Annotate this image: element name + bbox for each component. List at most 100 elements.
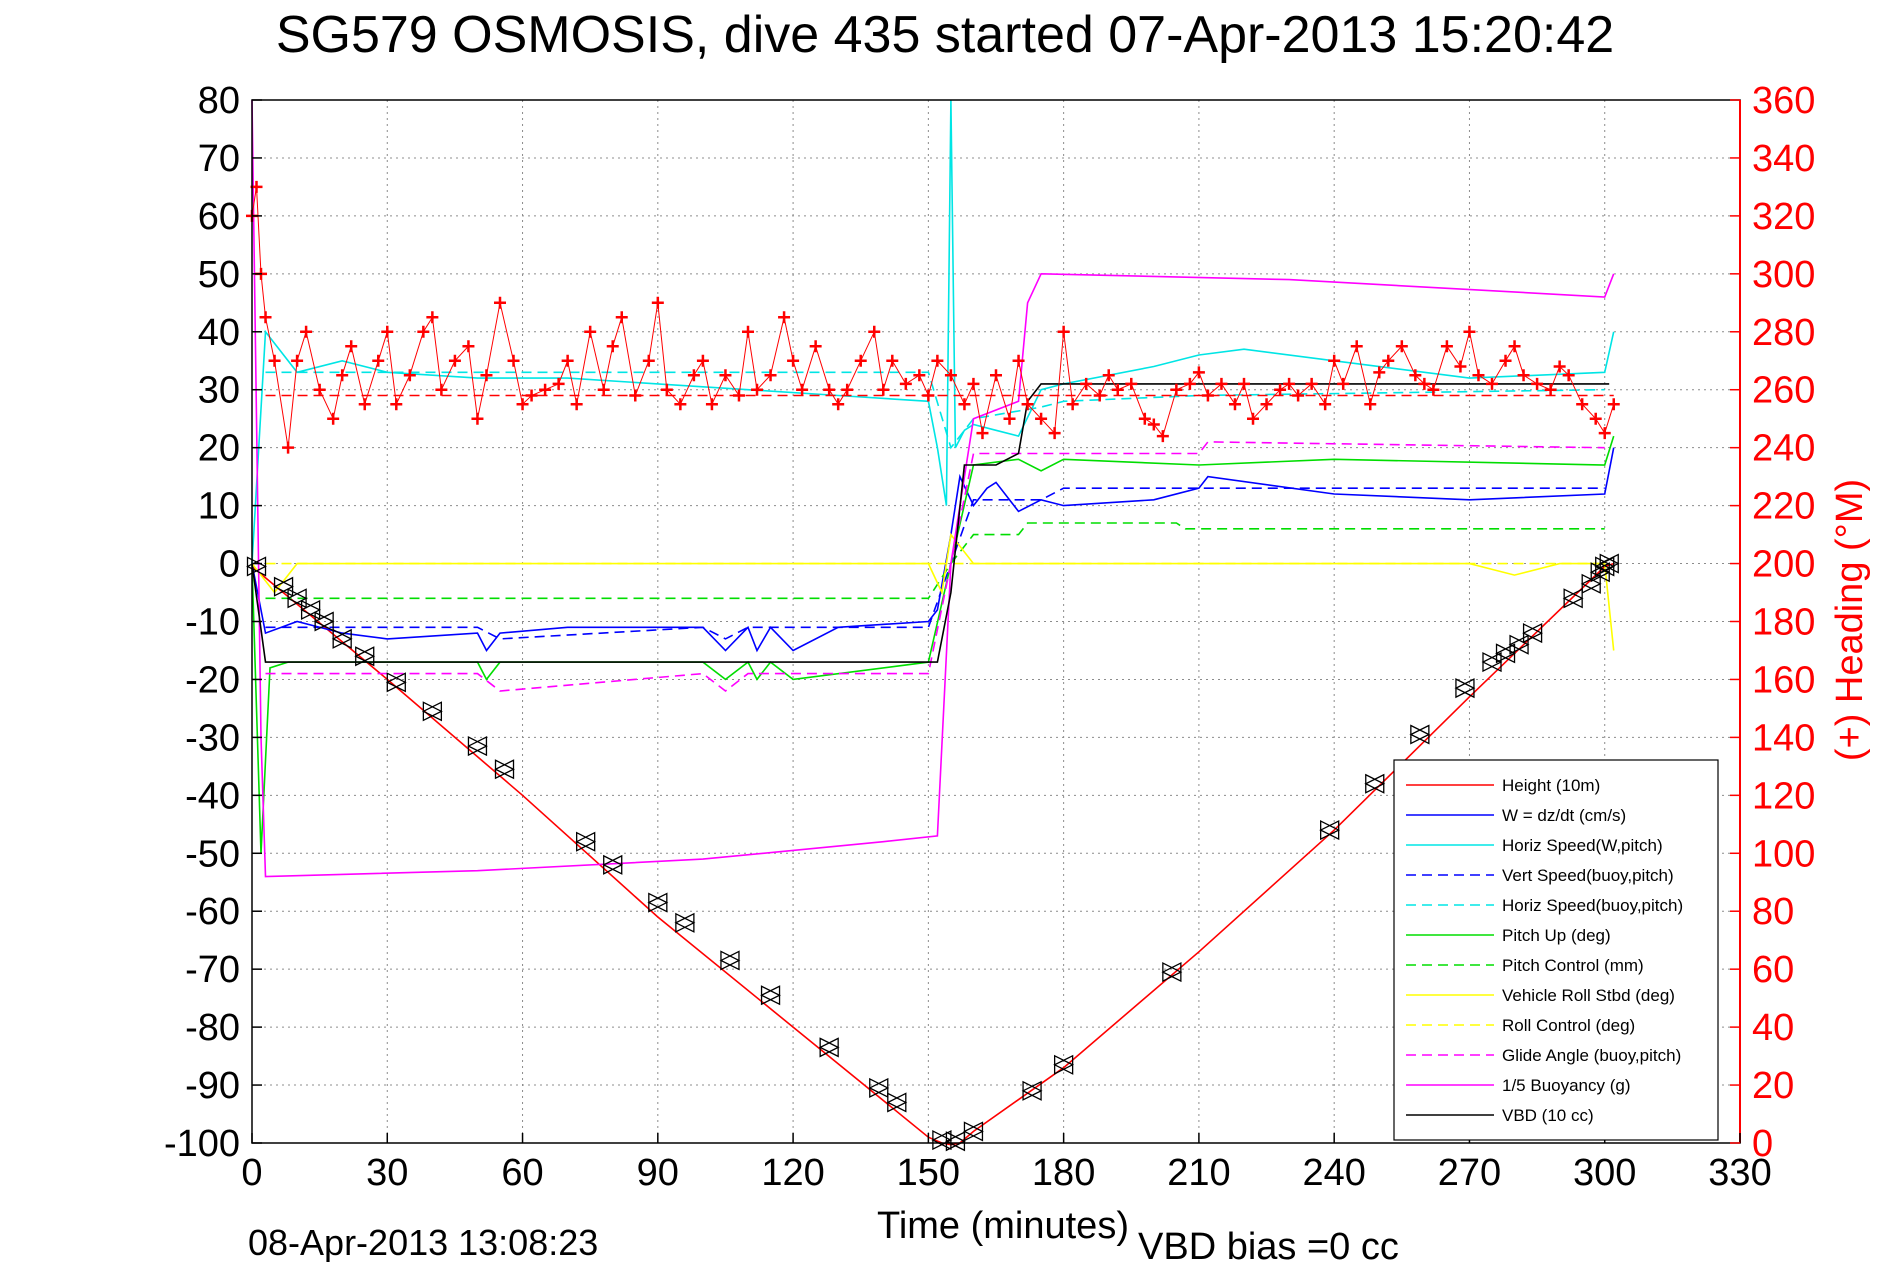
height-marker — [300, 599, 322, 620]
heading-point — [516, 398, 529, 411]
legend-label: Pitch Up (deg) — [1502, 926, 1611, 945]
heading-point — [732, 389, 745, 402]
legend-label: Roll Control (deg) — [1502, 1016, 1635, 1035]
y-tick-label: -10 — [185, 602, 240, 644]
y2-tick-label: 60 — [1752, 949, 1794, 991]
series-line-3 — [251, 99, 1615, 564]
legend: Height (10m) W = dz/dt (cm/s) Horiz Speed(… — [1393, 759, 1719, 1141]
y2-tick-label: 300 — [1752, 254, 1815, 296]
heading-point — [751, 383, 764, 396]
height-marker — [1161, 962, 1183, 983]
heading-point — [1057, 325, 1070, 338]
heading-point — [539, 383, 552, 396]
y2-tick-label: 180 — [1752, 602, 1815, 644]
y2-tick-label: 140 — [1752, 717, 1815, 759]
heading-point — [480, 369, 493, 382]
y2-tick-label: 220 — [1752, 486, 1815, 528]
heading-point — [832, 398, 845, 411]
heading-point — [1418, 377, 1431, 390]
heading-point — [629, 389, 642, 402]
heading-point — [913, 369, 926, 382]
x-tick-label: 330 — [1708, 1152, 1771, 1194]
height-marker — [246, 556, 267, 577]
heading-point — [1156, 430, 1169, 443]
legend-label: Glide Angle (buoy,pitch) — [1502, 1046, 1681, 1065]
heading-point — [696, 354, 709, 367]
y2-axis-ticks: 3603403203002802602402202001801601401201… — [1730, 80, 1815, 1165]
heading-point — [1093, 389, 1106, 402]
y-tick-label: -30 — [185, 717, 240, 759]
heading-point — [1409, 369, 1422, 382]
y2-tick-label: 360 — [1752, 80, 1815, 122]
heading-point — [1576, 398, 1589, 411]
heading-point — [1048, 427, 1061, 440]
height-marker — [286, 588, 308, 609]
heading-point — [778, 311, 791, 324]
height-marker — [719, 950, 741, 971]
heading-point — [552, 377, 565, 390]
height-marker — [575, 831, 597, 852]
heading-point — [944, 369, 957, 382]
legend-label: Vert Speed(buoy,pitch) — [1502, 866, 1674, 885]
height-marker — [494, 759, 515, 780]
heading-point — [1499, 354, 1512, 367]
x-tick-label: 240 — [1302, 1152, 1365, 1194]
height-marker — [647, 892, 669, 913]
heading-point — [642, 354, 655, 367]
y-tick-label: 50 — [198, 254, 240, 296]
x-tick-label: 270 — [1438, 1152, 1501, 1194]
heading-line — [251, 186, 1615, 448]
heading-point — [1201, 389, 1214, 402]
heading-point — [1238, 377, 1250, 390]
x-axis-ticks: 0 30 60 90 120 150 180 210 240 270 300 330 — [241, 1133, 1772, 1194]
y-tick-label: 30 — [198, 370, 240, 412]
heading-point — [1247, 412, 1260, 425]
y2-tick-label: 120 — [1752, 775, 1815, 817]
y-axis-ticks: 80 70 60 50 40 30 20 10 0 -10 -20 -30 -40 -50 -60 -70 -8… — [164, 80, 262, 1165]
y-tick-label: 80 — [198, 80, 240, 122]
y2-tick-label: 260 — [1752, 370, 1815, 412]
heading-point — [719, 369, 732, 382]
heading-point — [1183, 377, 1196, 390]
height-marker — [467, 736, 488, 757]
heading-point — [1215, 377, 1228, 390]
heading-point — [931, 354, 944, 367]
series-line-10 — [265, 441, 1605, 693]
height-marker — [674, 912, 696, 933]
heading-point — [1283, 377, 1296, 390]
footer-date: 08-Apr-2013 13:08:23 — [248, 1222, 598, 1262]
legend-label: Height (10m) — [1502, 776, 1600, 795]
heading-point — [823, 383, 836, 396]
height-marker — [421, 701, 443, 722]
heading-point — [313, 383, 326, 396]
heading-point — [958, 398, 971, 411]
chart-title: SG579 OSMOSIS, dive 435 started 07-Apr-2… — [276, 6, 1614, 64]
y2-tick-label: 200 — [1752, 544, 1815, 586]
heading-point — [1003, 412, 1016, 425]
heading-point — [705, 398, 718, 411]
x-tick-label: 300 — [1573, 1152, 1636, 1194]
heading-point — [1472, 369, 1485, 382]
height-marker — [354, 646, 376, 667]
heading-point — [300, 325, 313, 338]
height-marker — [1562, 588, 1584, 609]
y2-tick-label: 20 — [1752, 1065, 1794, 1107]
heading-point — [1553, 360, 1566, 373]
height-marker — [331, 628, 353, 649]
heading-point — [922, 389, 935, 402]
heading-point — [1531, 377, 1544, 390]
height-marker — [1481, 652, 1503, 673]
heading-point — [1125, 377, 1138, 390]
heading-point — [886, 354, 899, 367]
heading-point — [1395, 340, 1408, 353]
heading-point — [426, 311, 439, 324]
heading-point — [854, 354, 867, 367]
heading-point — [1012, 354, 1025, 367]
y-tick-label: 40 — [198, 312, 240, 354]
heading-point — [1319, 398, 1332, 411]
heading-series — [246, 180, 1620, 454]
heading-point — [1589, 412, 1602, 425]
footer-vbd-bias: VBD bias =0 cc — [1138, 1226, 1399, 1262]
heading-point — [1305, 377, 1318, 390]
